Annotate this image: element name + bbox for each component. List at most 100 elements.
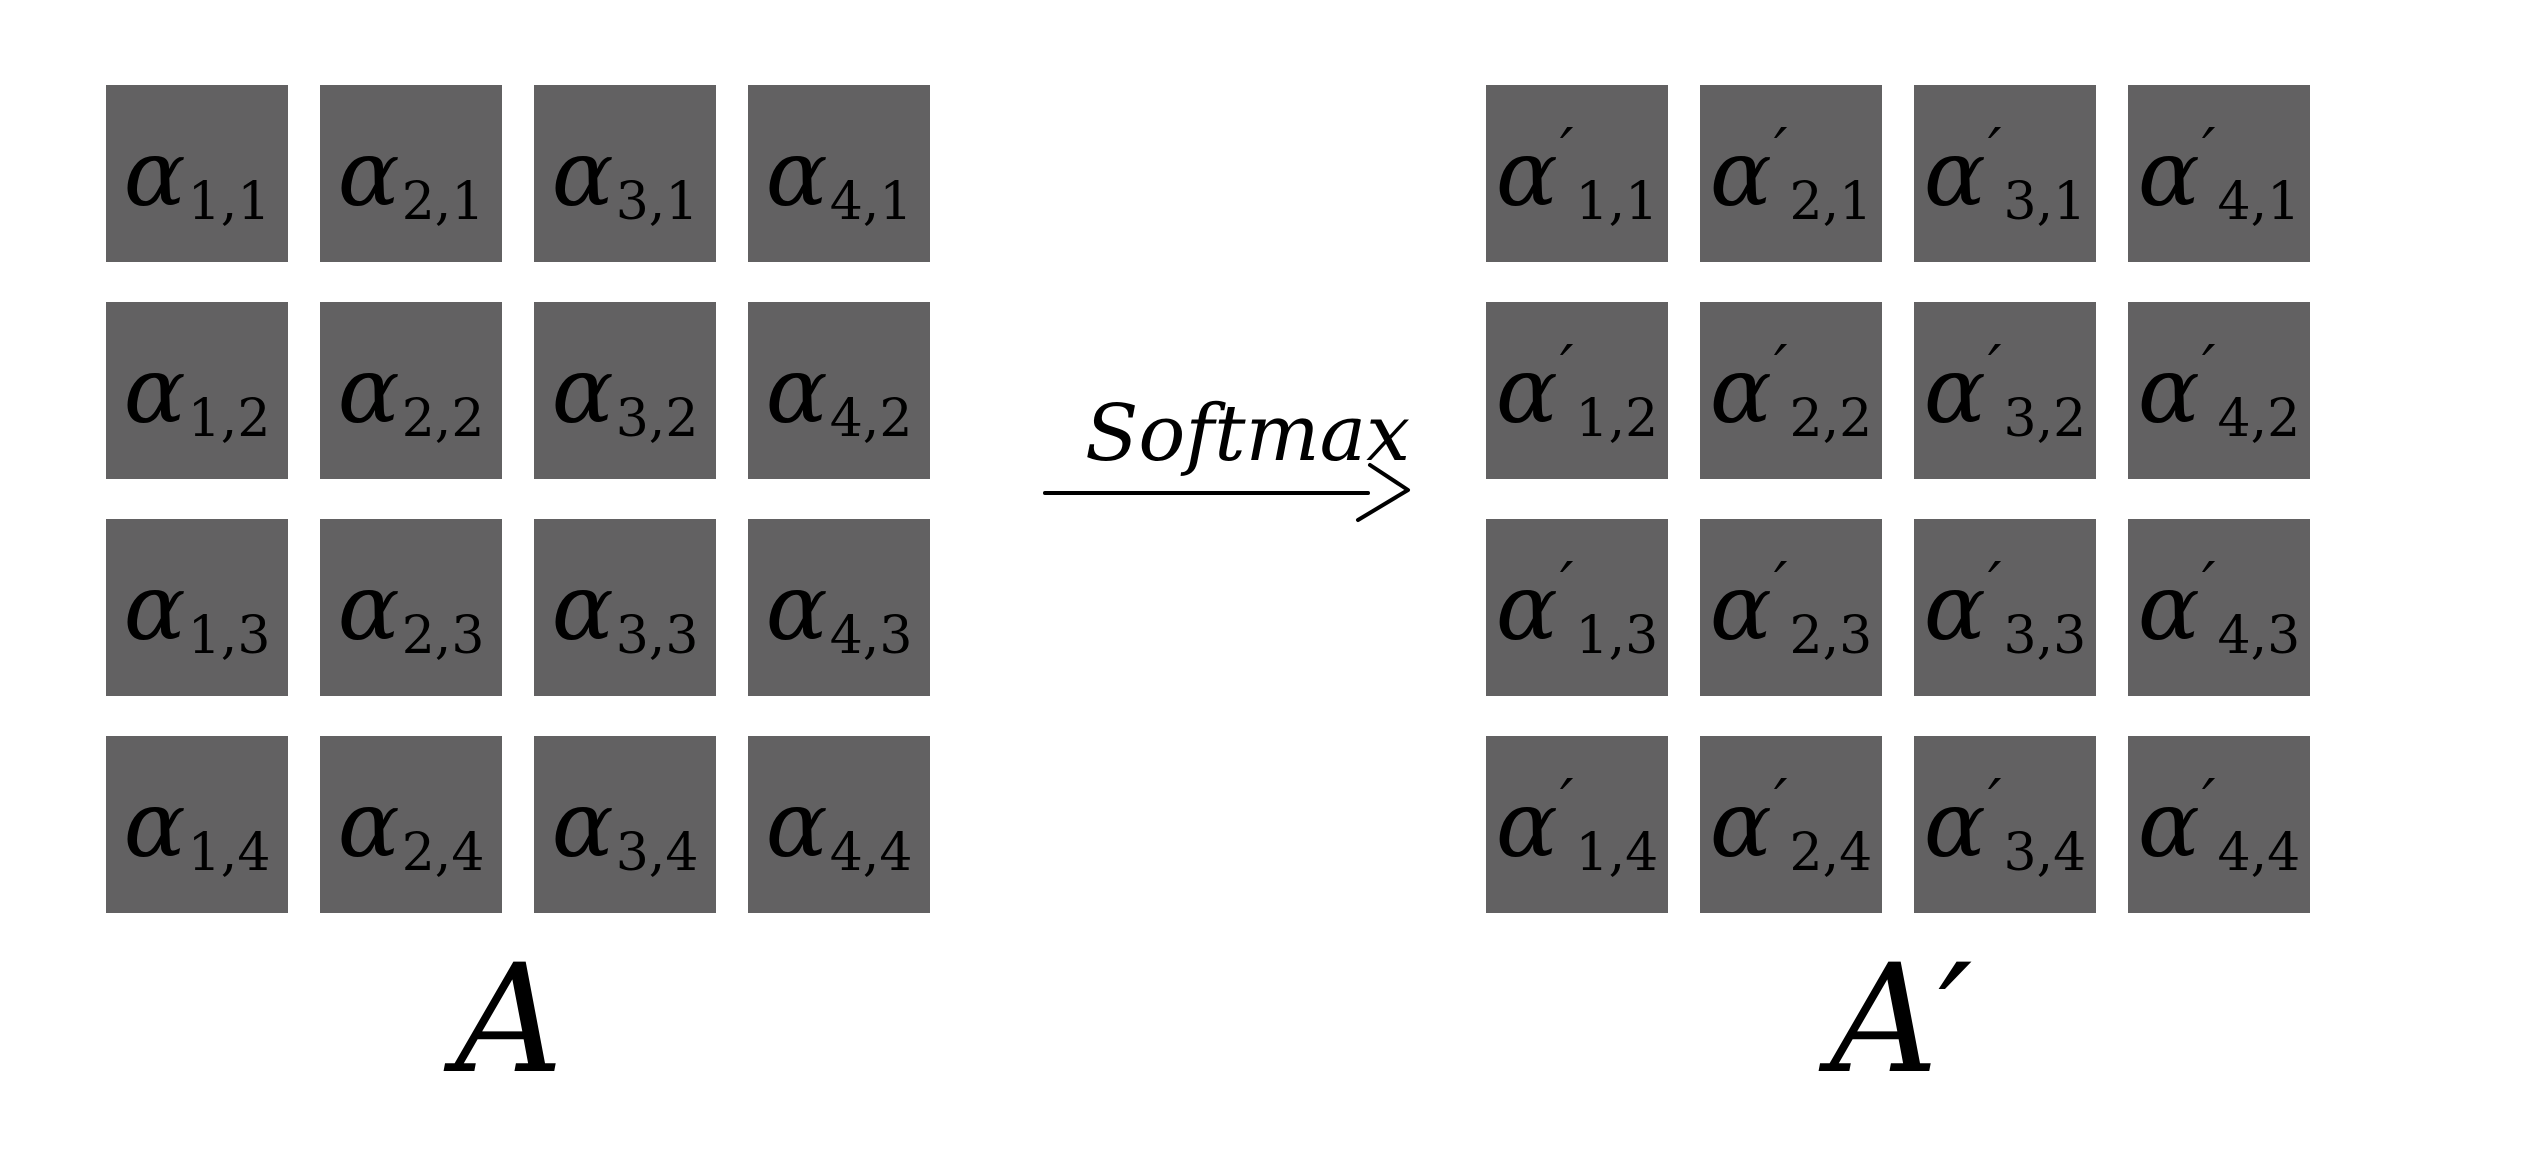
matrix-cell: α ′ 1,4 <box>1486 736 1668 913</box>
cell-subscript: 1,1 <box>1575 171 1659 232</box>
cell-subscript: 4,3 <box>2217 605 2301 666</box>
cell-symbol: α <box>1495 553 1558 661</box>
cell-subscript: 3,1 <box>2003 171 2087 232</box>
cell-symbol: α <box>1495 119 1558 227</box>
cell-subscript: 4,2 <box>2217 388 2301 449</box>
matrix-cell: α 1,2 <box>106 302 288 479</box>
matrix-cell: α ′ 4,1 <box>2128 85 2310 262</box>
matrix-cell: α 1,4 <box>106 736 288 913</box>
cell-label: α 4,4 <box>766 778 913 883</box>
matrix-cell: α ′ 4,4 <box>2128 736 2310 913</box>
cell-prime: ′ <box>1773 115 1788 186</box>
cell-label: α 3,2 <box>552 344 699 449</box>
cell-subscript: 1,2 <box>187 388 271 449</box>
matrix-a-prime-grid: α ′ 1,1 α ′ 2,1 α ′ 3,1 α ′ 4,1 α ′ 1,2 α ′ 2,2 α ′ 3,2 α ′ 4,2… <box>1486 85 2310 913</box>
matrix-cell: α ′ 2,4 <box>1700 736 1882 913</box>
matrix-cell: α 4,4 <box>748 736 930 913</box>
cell-label: α 2,4 <box>337 770 485 883</box>
cell-symbol: α <box>1709 553 1772 661</box>
matrix-cell: α ′ 2,3 <box>1700 519 1882 696</box>
matrix-cell: α ′ 1,1 <box>1486 85 1668 262</box>
cell-subscript: 2,1 <box>401 171 485 232</box>
cell-prime: ′ <box>1559 766 1574 837</box>
cell-label: α 3,1 <box>551 119 699 232</box>
cell-symbol: α <box>1709 119 1772 227</box>
cell-subscript: 1,4 <box>187 822 271 883</box>
cell-label: α ′ 3,1 <box>1924 121 2086 232</box>
cell-symbol: α <box>1709 770 1772 878</box>
cell-subscript: 2,1 <box>1789 171 1873 232</box>
cell-label: α 4,1 <box>766 127 913 232</box>
cell-symbol: α <box>123 553 186 661</box>
cell-label: α ′ 3,3 <box>1923 553 2086 666</box>
arrow-icon <box>1043 463 1410 522</box>
cell-label: α 1,3 <box>123 553 271 666</box>
cell-prime: ′ <box>2201 115 2216 186</box>
matrix-cell: α 4,3 <box>748 519 930 696</box>
cell-symbol: α <box>551 553 614 661</box>
cell-prime: ′ <box>1773 332 1788 403</box>
cell-symbol: α <box>2137 770 2200 878</box>
cell-prime: ′ <box>2201 332 2216 403</box>
cell-prime: ′ <box>1773 766 1788 837</box>
cell-symbol: α <box>1923 553 1986 661</box>
matrix-cell: α ′ 3,2 <box>1914 302 2096 479</box>
cell-symbol: α <box>337 553 400 661</box>
matrix-cell: α 3,4 <box>534 736 716 913</box>
matrix-cell: α 2,3 <box>320 519 502 696</box>
matrix-cell: α ′ 3,1 <box>1914 85 2096 262</box>
softmax-arrow: Softmax <box>1040 395 1420 535</box>
matrix-cell: α 2,4 <box>320 736 502 913</box>
cell-subscript: 3,4 <box>2003 822 2087 883</box>
cell-subscript: 1,3 <box>187 605 271 666</box>
cell-subscript: 1,1 <box>187 171 271 232</box>
cell-symbol: α <box>1923 336 1986 444</box>
cell-symbol: α <box>2137 553 2200 661</box>
cell-subscript: 4,4 <box>829 822 913 883</box>
matrix-a-name: A <box>455 933 564 1107</box>
matrix-cell: α 3,1 <box>534 85 716 262</box>
cell-symbol: α <box>1923 770 1986 878</box>
cell-label: α ′ 2,4 <box>1709 770 1872 883</box>
cell-label: α ′ 1,4 <box>1495 770 1658 883</box>
cell-label: α ′ 4,2 <box>2137 336 2300 449</box>
matrix-cell: α ′ 4,2 <box>2128 302 2310 479</box>
cell-label: α ′ 1,2 <box>1496 338 1658 449</box>
matrix-cell: α 1,1 <box>106 85 288 262</box>
cell-label: α ′ 2,1 <box>1709 119 1872 232</box>
cell-prime: ′ <box>1773 549 1788 620</box>
cell-subscript: 2,4 <box>1789 822 1873 883</box>
cell-prime: ′ <box>1987 549 2002 620</box>
matrix-cell: α ′ 1,2 <box>1486 302 1668 479</box>
cell-prime: ′ <box>1987 332 2002 403</box>
cell-label: α 2,2 <box>337 336 485 449</box>
matrix-a-prime-name: A′ <box>1830 933 1973 1107</box>
cell-symbol: α <box>123 336 186 444</box>
cell-label: α ′ 4,4 <box>2137 770 2300 883</box>
matrix-cell: α 4,2 <box>748 302 930 479</box>
matrix-cell: α 3,2 <box>534 302 716 479</box>
cell-symbol: α <box>337 336 400 444</box>
cell-label: α 1,4 <box>124 778 271 883</box>
cell-subscript: 2,3 <box>1789 605 1873 666</box>
cell-prime: ′ <box>1559 332 1574 403</box>
cell-symbol: α <box>337 770 400 878</box>
matrix-a: α 1,1 α 2,1 α 3,1 α 4,1 α 1,2 α 2,2 α 3,2 α 4,2 α 1,3 α 2,3… <box>106 85 930 913</box>
cell-subscript: 3,2 <box>615 388 699 449</box>
matrix-cell: α ′ 2,1 <box>1700 85 1882 262</box>
cell-label: α 4,2 <box>765 336 913 449</box>
cell-subscript: 4,3 <box>829 605 913 666</box>
cell-symbol: α <box>123 119 186 227</box>
cell-subscript: 1,2 <box>1575 388 1659 449</box>
cell-symbol: α <box>2137 336 2200 444</box>
matrix-cell: α 2,2 <box>320 302 502 479</box>
cell-label: α ′ 4,1 <box>2138 121 2300 232</box>
cell-subscript: 1,4 <box>1575 822 1659 883</box>
cell-symbol: α <box>551 119 614 227</box>
cell-symbol: α <box>765 336 828 444</box>
matrix-a-prime: α ′ 1,1 α ′ 2,1 α ′ 3,1 α ′ 4,1 α ′ 1,2 α ′ 2,2 α ′ 3,2 α ′ 4,2… <box>1486 85 2310 913</box>
cell-prime: ′ <box>2201 549 2216 620</box>
cell-label: α 2,3 <box>337 553 485 666</box>
cell-subscript: 2,2 <box>1789 388 1873 449</box>
cell-symbol: α <box>1495 770 1558 878</box>
